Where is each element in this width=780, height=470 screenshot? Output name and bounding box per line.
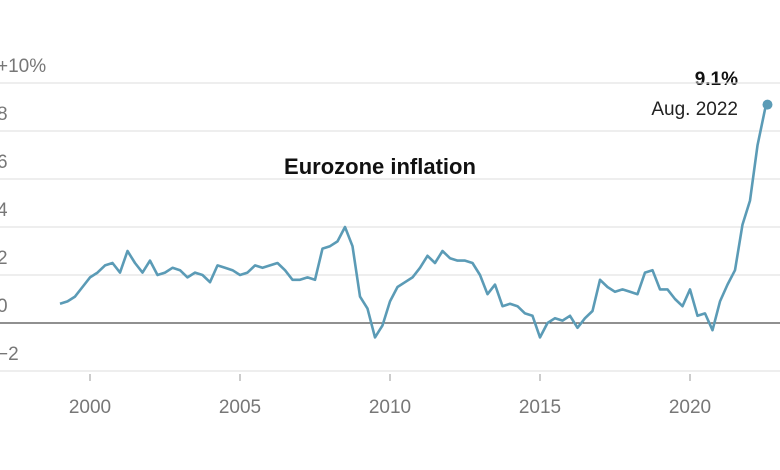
y-tick-label: 4 (0, 200, 8, 221)
date-annotation: Aug. 2022 (651, 99, 738, 120)
y-tick-label: 8 (0, 104, 8, 125)
end-point (762, 99, 773, 110)
y-tick-label: −2 (0, 344, 19, 365)
y-tick-label: 0 (0, 296, 8, 317)
value-annotation: 9.1% (695, 69, 738, 90)
chart-title: Eurozone inflation (284, 154, 476, 179)
x-tick-label: 2015 (519, 397, 561, 418)
x-tick-label: 2000 (69, 397, 111, 418)
x-tick-label: 2005 (219, 397, 261, 418)
y-tick-label: 2 (0, 248, 8, 269)
y-tick-label: +10% (0, 56, 46, 77)
x-tick-label: 2010 (369, 397, 411, 418)
y-tick-label: 6 (0, 152, 8, 173)
x-tick-label: 2020 (669, 397, 711, 418)
data-line (59, 104, 769, 339)
